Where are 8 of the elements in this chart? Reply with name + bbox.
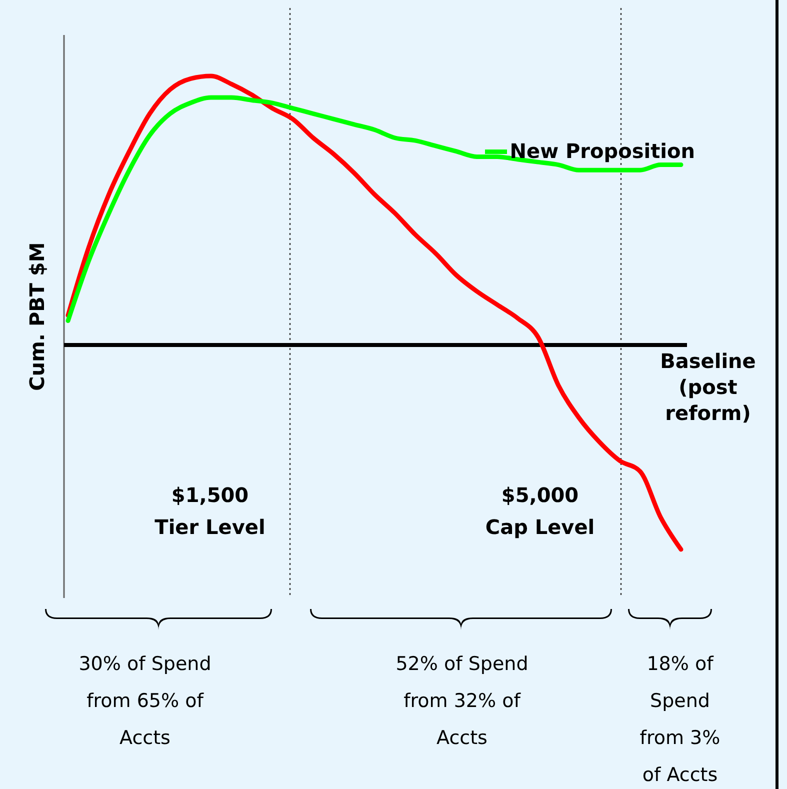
legend-label: New Proposition (510, 138, 695, 163)
annotation: $1,500 Tier Level (154, 483, 266, 539)
ref-line-label: Baseline (post reform) (660, 349, 756, 425)
text: 52% of Spend from 32% of Accts (396, 653, 528, 749)
y-axis-title: Cum. PBT $M (25, 242, 49, 391)
text: 30% of Spend from 65% of Accts (78, 653, 212, 749)
annotation: $5,000 Cap Level (485, 483, 595, 539)
text: 18% of Spend from 3% of Accts (640, 653, 720, 786)
